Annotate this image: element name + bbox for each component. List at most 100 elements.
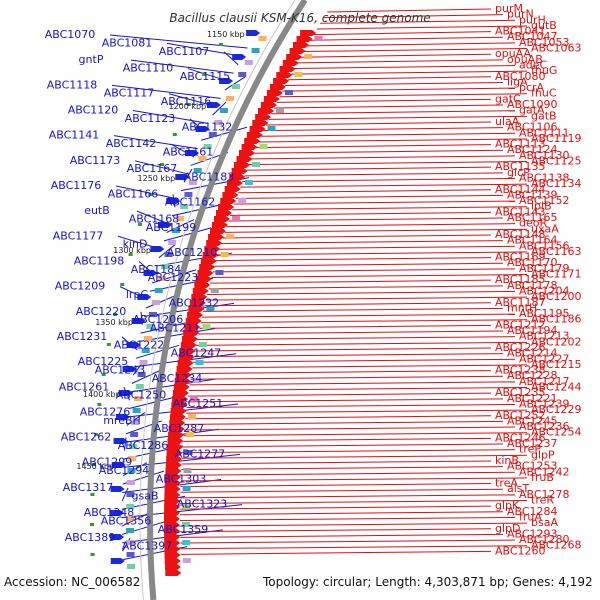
- left-gene-label: ABC1161: [163, 145, 214, 158]
- red-gene-arrow: [252, 120, 269, 126]
- red-gene-arrow: [183, 330, 200, 336]
- right-connector-line: [246, 166, 492, 171]
- gene-block: [182, 522, 191, 527]
- right-connector-line: [184, 426, 516, 431]
- green-tick: [172, 133, 177, 136]
- left-gene-label: eutB: [84, 204, 110, 217]
- gene-block: [127, 564, 136, 569]
- left-gene-label: ABC1168: [129, 213, 180, 226]
- blue-gene-arrow: [137, 294, 152, 300]
- gene-block: [193, 168, 202, 173]
- gene-block: [146, 324, 155, 329]
- gene-block: [182, 540, 191, 545]
- right-connector-line: [180, 545, 528, 550]
- right-connector-line: [316, 25, 528, 30]
- right-gene-label: ABC1163: [531, 245, 582, 258]
- right-gene-label: fhuC: [531, 87, 557, 100]
- left-gene-label: gntP: [79, 53, 104, 66]
- gene-block: [190, 396, 199, 401]
- right-connector-line: [185, 415, 492, 420]
- right-connector-line: [297, 59, 504, 64]
- blue-gene-arrow: [110, 558, 125, 564]
- red-gene-arrow: [209, 228, 226, 234]
- red-gene-arrow: [164, 498, 181, 504]
- right-connector-line: [310, 36, 504, 41]
- right-gene-label: kinB: [495, 454, 519, 467]
- right-gene-label: ABC1239: [519, 397, 570, 410]
- gene-block: [182, 558, 191, 563]
- right-connector-line: [189, 381, 516, 386]
- right-connector-line: [260, 132, 516, 137]
- gene-block: [183, 468, 192, 473]
- red-gene-arrow: [208, 234, 225, 240]
- right-gene-label: fruB: [531, 471, 554, 484]
- left-connector-line: [163, 227, 212, 242]
- blue-gene-arrow: [166, 198, 181, 204]
- gene-block: [151, 300, 160, 305]
- red-gene-arrow: [224, 186, 241, 192]
- left-gene-label: ABC1247: [171, 347, 222, 360]
- right-gene-label: uxaA: [531, 222, 559, 235]
- red-gene-arrow: [164, 528, 181, 534]
- red-gene-arrow: [206, 240, 223, 246]
- right-connector-line: [182, 454, 528, 459]
- right-gene-label: ABC1134: [531, 177, 582, 190]
- left-gene-label: ABC1220: [76, 305, 127, 318]
- right-gene-label: ABC1144: [495, 183, 546, 196]
- red-gene-arrow: [164, 534, 181, 540]
- right-connector-line: [180, 494, 516, 499]
- left-gene-label: ABC1299: [82, 456, 133, 469]
- right-gene-label: ABC1217: [519, 375, 570, 388]
- right-connector-line: [205, 296, 528, 301]
- red-gene-arrow: [200, 258, 217, 264]
- left-gene-label: ABC1359: [158, 523, 209, 536]
- green-tick: [120, 283, 125, 286]
- left-gene-label: ABC1317: [63, 481, 114, 494]
- green-tick: [101, 373, 106, 376]
- right-gene-label: ABC1253: [507, 460, 558, 473]
- red-gene-arrow: [174, 378, 191, 384]
- green-tick: [128, 253, 133, 256]
- gene-block: [198, 156, 207, 161]
- right-gene-label: ABC1268: [531, 539, 582, 552]
- right-connector-line: [196, 341, 528, 346]
- scale-tick-label: 1150 kbp: [207, 30, 245, 39]
- right-connector-line: [180, 483, 492, 488]
- red-gene-arrow: [286, 54, 303, 60]
- red-gene-arrow: [293, 42, 310, 48]
- right-connector-line: [279, 93, 528, 98]
- red-gene-arrow: [234, 162, 251, 168]
- left-connector-line: [126, 412, 146, 426]
- right-gene-label: gatC: [495, 92, 521, 105]
- right-gene-label: treA: [495, 477, 518, 490]
- right-gene-label: ABC1200: [531, 290, 582, 303]
- green-tick: [106, 343, 111, 346]
- red-gene-arrow: [266, 90, 283, 96]
- left-gene-label: ABC1166: [108, 187, 159, 200]
- left-gene-label: ABC1173: [70, 154, 121, 167]
- red-gene-arrow: [189, 300, 206, 306]
- left-gene-label: ABC1234: [152, 372, 203, 385]
- red-gene-arrow: [169, 414, 186, 420]
- red-gene-arrow: [296, 36, 313, 42]
- red-gene-arrow: [164, 480, 181, 486]
- right-gene-label: fhuG: [531, 64, 557, 77]
- right-gene-label: ABC1185: [495, 273, 546, 286]
- right-gene-label: ABC1221: [507, 392, 558, 405]
- right-connector-line: [180, 533, 504, 538]
- gene-block: [184, 192, 193, 197]
- gene-block: [202, 324, 211, 329]
- right-gene-label: ABC1278: [519, 488, 570, 501]
- left-connector-line: [121, 504, 243, 519]
- gene-block: [126, 516, 135, 521]
- right-gene-label: glcP: [507, 166, 530, 179]
- green-tick: [91, 463, 96, 466]
- gene-block: [231, 216, 240, 221]
- right-gene-label: adeC: [519, 58, 547, 71]
- gene-block: [135, 384, 144, 389]
- left-connector-line: [145, 294, 178, 309]
- red-gene-arrow: [184, 324, 201, 330]
- right-connector-line: [258, 138, 528, 143]
- gene-block: [126, 528, 135, 533]
